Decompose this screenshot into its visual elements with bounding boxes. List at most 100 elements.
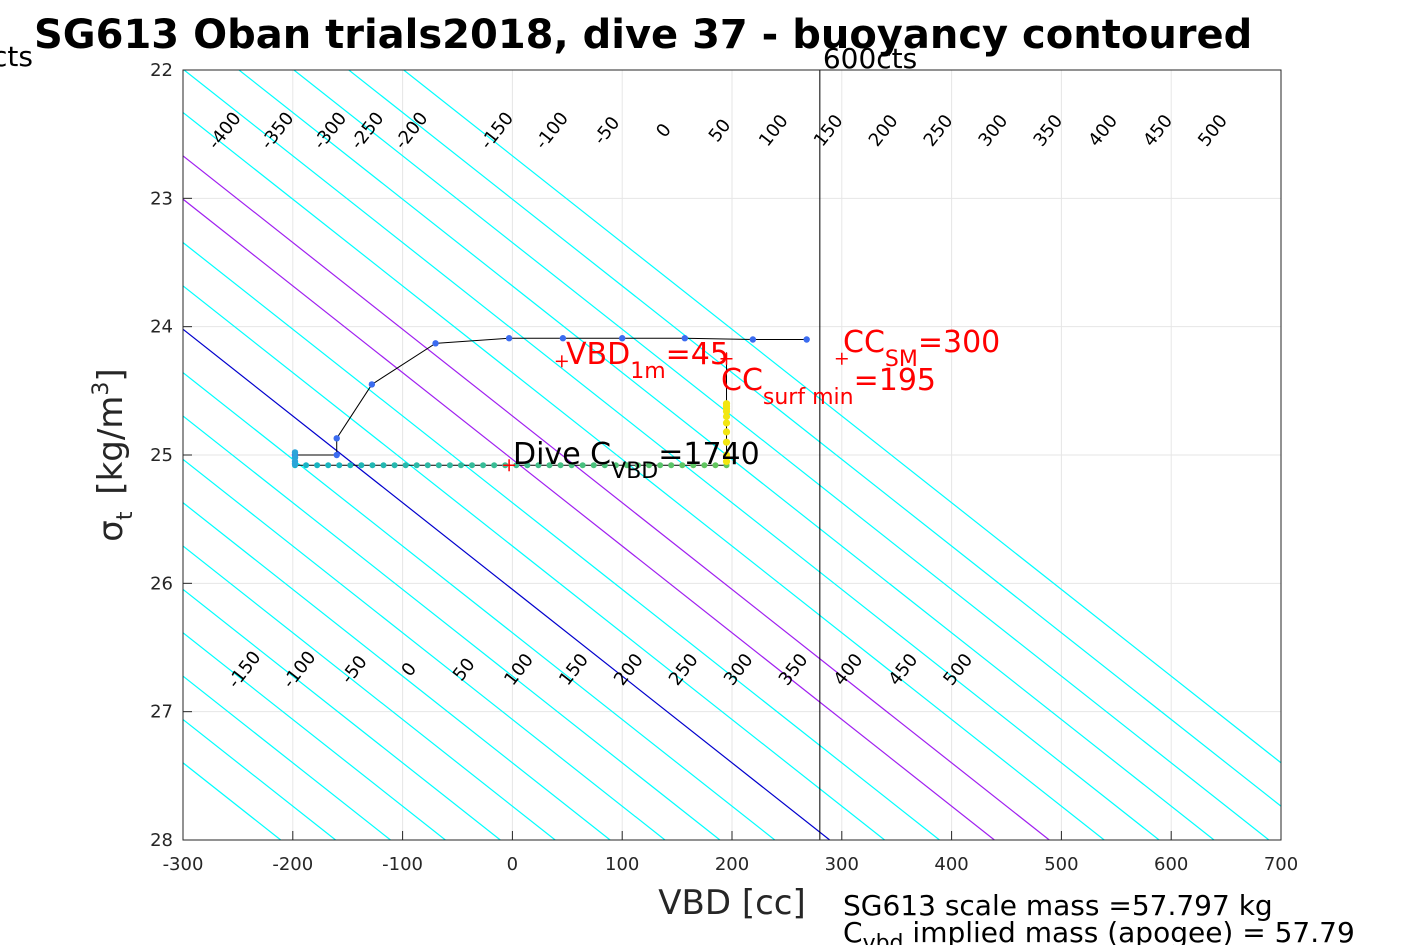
dive-point (749, 336, 757, 343)
dive-point (333, 451, 340, 459)
climb-point (679, 462, 686, 469)
dive-point (505, 335, 513, 342)
contour-line (183, 111, 1105, 840)
climb-point (457, 462, 464, 469)
contour-line (183, 371, 776, 840)
y-tick-label: 23 (150, 188, 173, 209)
y-tick-label: 22 (150, 60, 173, 81)
footer-scale-mass: SG613 scale mass =57.797 kg (843, 889, 1273, 922)
x-tick-label: 100 (605, 854, 639, 875)
x-tick-label: 300 (825, 854, 859, 875)
y-tick-label: 26 (150, 573, 173, 594)
contour-line (183, 285, 885, 840)
x-tick-label: -100 (382, 854, 423, 875)
climb-point (491, 462, 498, 469)
contour-line (183, 675, 391, 840)
climb-point (402, 462, 409, 469)
climb-point (291, 460, 299, 468)
climb-point (358, 462, 365, 469)
x-tick-label: -300 (163, 854, 204, 875)
climb-point (336, 462, 343, 469)
climb-point (347, 462, 354, 469)
y-label-sub: t (113, 511, 138, 520)
y-axis-ticks: 22 23 24 25 26 27 28 (150, 60, 192, 851)
annotation-ccsm: CCSM=300 (843, 325, 1000, 372)
annotation-ccsurf: CCsurf min=195 (721, 363, 936, 410)
climb-point (690, 462, 697, 469)
surface-point (722, 451, 731, 459)
contour-line (183, 328, 831, 840)
vline-label: 600cts (823, 42, 917, 75)
climb-point (446, 462, 453, 469)
climb-point (369, 462, 376, 469)
climb-point (413, 462, 420, 469)
climb-point (612, 462, 619, 469)
y-label-sup: 3 (89, 382, 114, 396)
x-tick-label: 500 (1044, 854, 1078, 875)
dive-point (432, 340, 439, 347)
contour-line (183, 415, 721, 840)
surface-point (722, 407, 731, 415)
climb-point (524, 462, 531, 469)
footer-implied-mass: Cvbd implied mass (apogee) = 57.79 (843, 916, 1355, 945)
climb-point (325, 462, 332, 469)
annotation-divecvbd: Dive CVBD=1740 (513, 437, 760, 484)
x-tick-label: 600 (1154, 854, 1188, 875)
left-cut-label: cts (0, 40, 33, 73)
y-tick-label: 27 (150, 702, 173, 723)
climb-point (646, 462, 653, 469)
contour-line (183, 545, 556, 840)
climb-point (291, 449, 299, 456)
dive-point (333, 435, 340, 442)
contour-line (183, 70, 1160, 840)
contour-line (403, 70, 1281, 764)
dive-point (368, 381, 376, 388)
climb-point (424, 462, 431, 469)
y-label-unit: [kg/m (91, 396, 131, 495)
x-tick-label: -200 (272, 854, 313, 875)
contour-line (183, 198, 995, 840)
dive-points (291, 335, 810, 469)
y-label-close: ] (91, 368, 131, 381)
contour-line (293, 70, 1270, 840)
climb-point (314, 462, 321, 469)
climb-point (657, 462, 664, 469)
y-axis-label: σt [kg/m3] (89, 368, 138, 541)
climb-point (480, 462, 487, 469)
contour-line (183, 631, 446, 840)
surface-point (722, 419, 731, 427)
markers (503, 352, 848, 472)
climb-point (712, 462, 719, 469)
climb-point (590, 462, 597, 469)
contour-line (183, 501, 611, 840)
surface-point (722, 412, 731, 421)
y-tick-label: 28 (150, 830, 173, 851)
svg-text:σt [kg/m3]: σt [kg/m3] (89, 368, 138, 541)
x-tick-label: 200 (715, 854, 749, 875)
surface-point (722, 438, 731, 446)
x-tick-label: 700 (1264, 854, 1298, 875)
x-tick-label: 0 (507, 854, 518, 875)
climb-point (303, 462, 310, 469)
climb-point (391, 462, 398, 469)
x-axis-label: VBD [cc] (658, 883, 806, 923)
y-tick-label: 24 (150, 317, 173, 338)
surface-point (722, 457, 731, 466)
climb-point (546, 462, 553, 469)
x-axis-ticks: -300 -200 -100 0 100 200 300 400 500 600 700 (163, 831, 1298, 875)
contour-line (183, 458, 666, 840)
y-label-symbol: σ (91, 520, 131, 542)
dive-point (803, 336, 810, 343)
climb-point (568, 462, 575, 469)
climb-point (634, 462, 641, 469)
climb-point (701, 462, 708, 469)
dive-point (619, 335, 626, 342)
x-tick-label: 400 (934, 854, 968, 875)
climb-point (579, 462, 586, 469)
climb-point (557, 462, 564, 469)
dive-point (559, 335, 567, 342)
climb-point (668, 462, 675, 469)
climb-point (513, 462, 520, 469)
climb-point (601, 462, 608, 469)
